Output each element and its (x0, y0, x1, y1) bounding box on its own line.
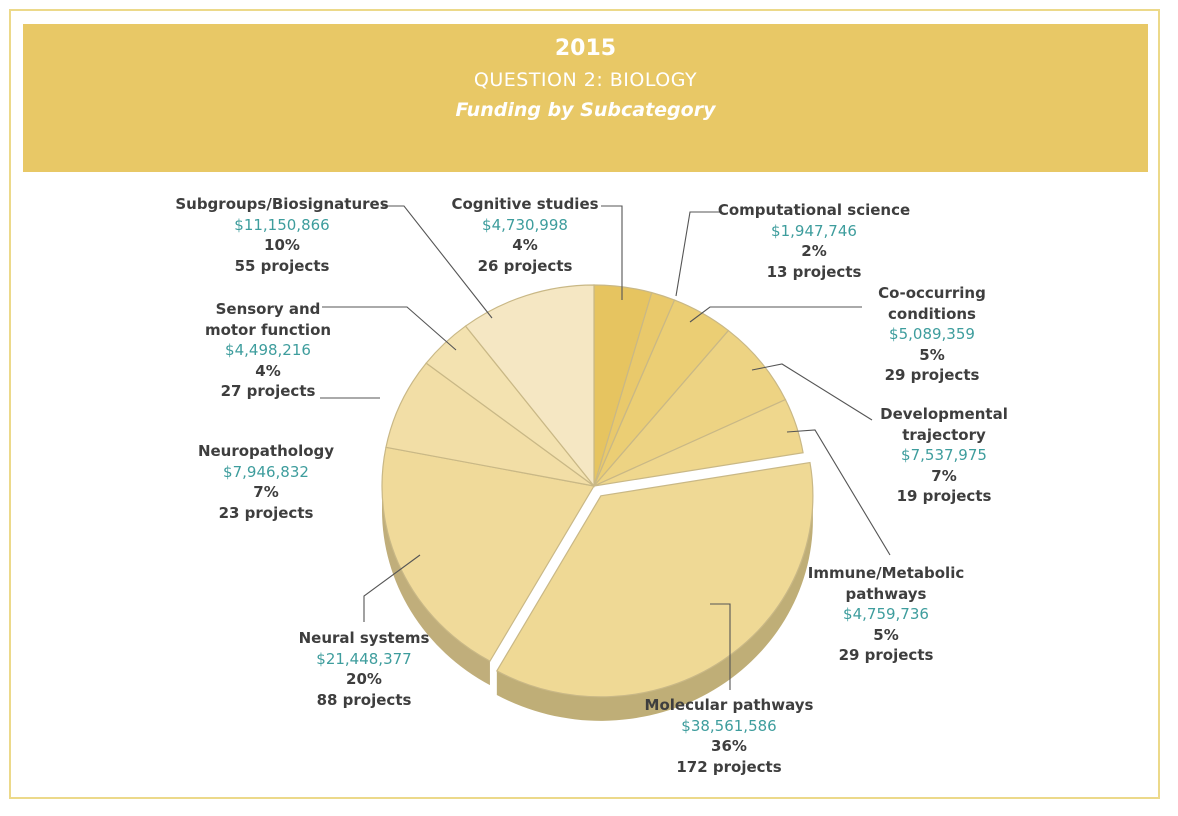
slice-percent: 10% (264, 236, 300, 254)
slice-label: Sensory and motor function $4,498,216 4% 27 … (205, 299, 331, 402)
slice-name: Neural systems (298, 629, 430, 647)
leader-line (382, 205, 493, 319)
slice-projects: 172 projects (676, 757, 782, 776)
slice-projects: 19 projects (896, 487, 992, 505)
slice-projects: 29 projects (838, 646, 934, 664)
slice-projects: 13 projects (766, 262, 862, 281)
slice-amount: $38,561,586 (681, 716, 777, 735)
slice-label: Neuropathology $7,946,832 7% 23 projects (198, 441, 334, 523)
slice-name: Neuropathology (197, 442, 335, 460)
chart-frame (9, 9, 1160, 799)
slice-percent: 4% (512, 236, 538, 254)
slice-percent: 20% (346, 670, 382, 688)
slice-label: Computational science $1,947,746 2% 13 proj… (718, 200, 910, 282)
slice-label: Co-occurring conditions $5,089,359 5% 29 pro… (878, 283, 986, 386)
pie-side-wall (382, 486, 490, 686)
leader-line (786, 429, 891, 556)
slice-amount: $5,089,359 (889, 325, 975, 343)
slice-label: Immune/Metabolic pathways $4,759,736 5% 29 p… (808, 563, 964, 666)
chart-header: 2015 QUESTION 2: BIOLOGY Funding by Subc… (23, 24, 1148, 172)
slice-name: Computational science (717, 201, 911, 219)
slice-percent: 4% (255, 361, 281, 380)
slice-name: Co-occurring (878, 284, 986, 302)
leader-line (751, 363, 873, 421)
slice-name: Sensory and (215, 300, 321, 318)
pie-side-walls (382, 486, 813, 721)
leader-line (689, 306, 862, 323)
slice-amount: $7,946,832 (223, 462, 309, 481)
slice-label: Molecular pathways $38,561,586 36% 172 proj… (645, 695, 814, 777)
pie-slice (496, 461, 814, 698)
slice-label: Subgroups/Biosignatures $11,150,866 10% 55 … (175, 194, 388, 276)
slice-label: Neural systems $21,448,377 20% 88 projects (299, 628, 430, 710)
leader-line (322, 306, 457, 351)
pie-slice (385, 362, 595, 487)
slice-amount: $1,947,746 (771, 221, 857, 240)
slice-percent: 5% (873, 625, 899, 644)
slice-name: Immune/Metabolic (807, 564, 965, 582)
slice-name: Developmental (880, 405, 1008, 423)
leader-line (675, 211, 722, 297)
slice-name: Subgroups/Biosignatures (175, 195, 389, 213)
slice-amount: $4,759,736 (843, 605, 929, 623)
chart-subtitle: Funding by Subcategory (455, 99, 716, 121)
slice-name: Molecular pathways (644, 696, 814, 714)
pie-slice (381, 446, 595, 662)
leader-line (601, 205, 623, 300)
slice-projects: 26 projects (477, 256, 573, 275)
slice-amount: $11,150,866 (234, 215, 330, 234)
slice-percent: 5% (919, 345, 945, 364)
slice-label: Cognitive studies $4,730,998 4% 26 projects (451, 194, 598, 276)
slice-amount: $4,730,998 (482, 215, 568, 234)
slice-name: trajectory (902, 425, 986, 444)
slice-label: Developmental trajectory $7,537,975 7% 19 pr… (880, 404, 1008, 507)
slice-percent: 7% (253, 483, 279, 501)
slice-name: motor function (204, 320, 332, 339)
slice-amount: $21,448,377 (316, 649, 412, 668)
pie-slice (593, 398, 804, 487)
slice-name: conditions (888, 304, 976, 323)
slice-percent: 7% (931, 466, 957, 485)
slice-percent: 2% (801, 242, 827, 260)
leader-line (363, 554, 421, 622)
slice-projects: 27 projects (220, 382, 316, 400)
pie-slice (464, 284, 595, 488)
slice-percent: 36% (711, 737, 747, 755)
slice-amount: $7,537,975 (901, 446, 987, 464)
slice-projects: 23 projects (218, 503, 314, 522)
slice-projects: 55 projects (234, 256, 330, 275)
leader-line (710, 603, 731, 690)
chart-year: 2015 (554, 36, 617, 61)
slice-projects: 88 projects (316, 690, 412, 709)
pie-side-wall (496, 495, 813, 721)
slice-name: Cognitive studies (451, 195, 599, 213)
slice-name: pathways (845, 584, 927, 603)
chart-question: QUESTION 2: BIOLOGY (473, 69, 698, 91)
slice-amount: $4,498,216 (225, 341, 311, 359)
slice-projects: 29 projects (884, 366, 980, 384)
